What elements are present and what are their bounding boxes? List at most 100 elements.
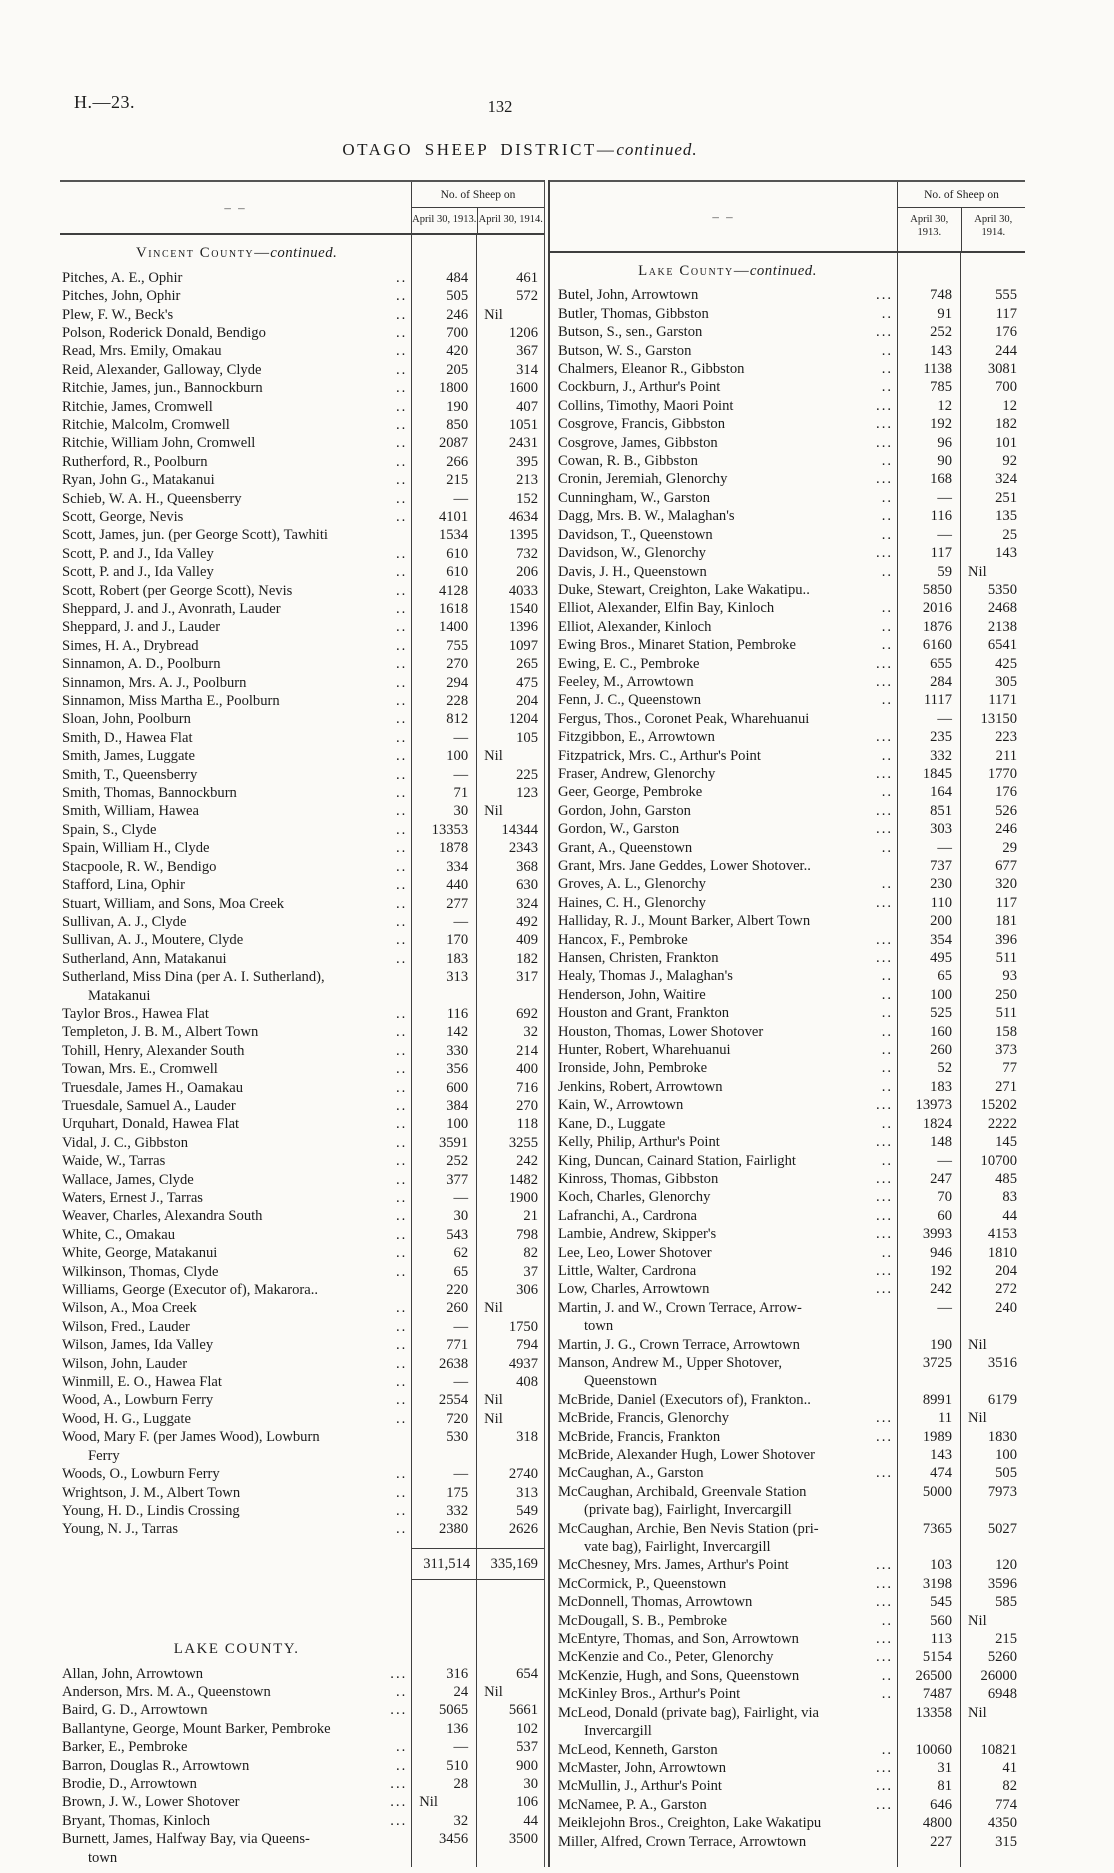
owner-name: Ewing, E. C., Pembroke xyxy=(558,655,700,672)
owner-name: Stafford, Lina, Ophir xyxy=(62,877,185,894)
value-1914: 3596 xyxy=(960,1574,1025,1594)
owner-name: Pitches, A. E., Ophir xyxy=(62,269,183,286)
dot-leader: .. xyxy=(395,1190,408,1206)
county-name: LAKE COUNTY. xyxy=(173,1641,300,1658)
dot-leader: .. xyxy=(395,1153,408,1170)
owner-name: Wrightson, J. M., Albert Town xyxy=(62,1484,241,1501)
owner-name: Gordon, W., Garston xyxy=(558,821,680,838)
value-1913: 354 xyxy=(897,930,960,950)
value-1914: 41 xyxy=(960,1758,1025,1778)
dot-leader: .. xyxy=(881,1060,893,1077)
owner-name-cell: McCormick, P., Queenstown... xyxy=(550,1575,897,1593)
dot-leader: .. xyxy=(395,1061,408,1078)
table-row: Allan, John, Arrowtown... 316 654 xyxy=(60,1664,544,1683)
table-row: Fitzgibbon, E., Arrowtown... 235 223 xyxy=(550,728,1025,747)
owner-name-cell: McEntyre, Thomas, and Son, Arrowtown... xyxy=(550,1630,897,1648)
owner-name-cell: McCaughan, Archie, Ben Nevis Station (pr… xyxy=(550,1520,897,1557)
value-1914: Nil xyxy=(960,1703,1025,1741)
table-row: Dagg, Mrs. B. W., Malaghan's.. 116 135 xyxy=(550,507,1025,526)
value-1914: 6541 xyxy=(960,636,1025,655)
dot-leader: .. xyxy=(395,361,408,378)
value-1913: 247 xyxy=(897,1169,960,1189)
dot-leader: .. xyxy=(395,1134,408,1151)
owner-name-cell: Sutherland, Ann, Matakanui.. xyxy=(60,950,411,968)
value-1913: 62 xyxy=(411,1244,476,1263)
owner-name: Cronin, Jeremiah, Glenorchy xyxy=(558,471,728,488)
dot-leader: .. xyxy=(395,1116,408,1133)
value-1913: 65 xyxy=(897,967,960,986)
value-1914: 4937 xyxy=(476,1354,544,1374)
owner-name-cell: McMaster, John, Arrowtown... xyxy=(550,1759,897,1777)
owner-name: Dagg, Mrs. B. W., Malaghan's xyxy=(558,508,735,525)
table-row: Miller, Alfred, Crown Terrace, Arrowtown… xyxy=(550,1832,1025,1851)
value-1914: 716 xyxy=(476,1078,544,1097)
owner-name-cell: Wilson, Fred., Lauder.. xyxy=(60,1318,411,1336)
value-1914: 135 xyxy=(960,507,1025,526)
owner-name: McCaughan, Archie, Ben Nevis Station (pr… xyxy=(558,1520,819,1556)
owner-name: Stuart, William, and Sons, Moa Creek xyxy=(62,895,285,912)
dot-leader: ... xyxy=(876,1262,893,1279)
county-heading-cell: Lake County—continued. xyxy=(550,253,897,286)
table-row: Wilson, A., Moa Creek.. 260 Nil xyxy=(60,1299,544,1318)
column-header-1913: April 30, 1913. xyxy=(412,214,477,225)
table-row: Sutherland, Miss Dina (per A. I. Sutherl… xyxy=(60,968,544,1005)
owner-name-cell: McDonnell, Thomas, Arrowtown... xyxy=(550,1593,897,1611)
value-1913 xyxy=(411,1600,476,1665)
owner-name: White, George, Matakanui xyxy=(62,1245,218,1262)
county-heading-row: Vincent County—continued. xyxy=(60,235,544,269)
value-1914: 2138 xyxy=(960,617,1025,637)
table-row: Polson, Roderick Donald, Bendigo.. 700 120… xyxy=(60,323,544,343)
dot-leader: .. xyxy=(395,435,408,452)
owner-name: Stacpoole, R. W., Bendigo xyxy=(62,858,217,875)
owner-name: McMullin, J., Arthur's Point xyxy=(558,1778,722,1795)
county-name: Lake County xyxy=(638,263,734,279)
value-1913: 228 xyxy=(411,692,476,711)
dot-leader: .. xyxy=(395,785,408,802)
value-1914: 44 xyxy=(476,1811,544,1831)
owner-name: Sutherland, Ann, Matakanui xyxy=(62,950,227,967)
value-1913: — xyxy=(897,525,960,545)
dot-leader: .. xyxy=(395,766,408,783)
dot-leader: ... xyxy=(876,416,893,433)
owner-name-cell: Sinnamon, A. D., Poolburn.. xyxy=(60,655,411,673)
dot-leader: .. xyxy=(395,343,408,360)
value-1913: 117 xyxy=(897,544,960,563)
dot-leader: .. xyxy=(395,490,408,507)
value-1913: 1989 xyxy=(897,1427,960,1446)
value-1914: 251 xyxy=(960,488,1025,508)
table-row: Wood, Mary F. (per James Wood), Lowburn … xyxy=(60,1428,544,1466)
value-1913: 420 xyxy=(411,342,476,361)
right-column-rows: Lake County—continued. Butel, John, Arrow… xyxy=(550,253,1025,1851)
owner-name-cell: Henderson, John, Waitire.. xyxy=(550,986,897,1004)
owner-name: Burnett, James, Halfway Bay, via Queens-… xyxy=(62,1831,310,1866)
table-row: Brodie, D., Arrowtown... 28 30 xyxy=(60,1774,544,1794)
value-1913: 1534 xyxy=(411,526,476,545)
value-1913: 183 xyxy=(411,949,476,969)
table-header-right: – – No. of Sheep on April 30, 1913. Apri… xyxy=(550,180,1025,253)
dot-leader: ... xyxy=(876,1778,893,1795)
value-1913: 103 xyxy=(897,1556,960,1575)
dot-leader: .. xyxy=(395,1005,408,1022)
owner-name: Scott, P. and J., Ida Valley xyxy=(62,564,214,581)
owner-name-cell: Brown, J. W., Lower Shotover... xyxy=(60,1793,411,1811)
value-1913: 4800 xyxy=(897,1814,960,1833)
table-row: Koch, Charles, Glenorchy... 70 83 xyxy=(550,1188,1025,1207)
table-row: Sinnamon, Mrs. A. J., Poolburn.. 294 475 xyxy=(60,673,544,693)
owner-name: Henderson, John, Waitire xyxy=(558,986,706,1003)
dot-leader: .. xyxy=(395,1300,408,1317)
owner-name: Sinnamon, Mrs. A. J., Poolburn xyxy=(62,674,247,691)
owner-name: Little, Walter, Cardrona xyxy=(558,1262,697,1279)
value-1913: — xyxy=(897,1151,960,1170)
owner-name: McChesney, Mrs. James, Arthur's Point xyxy=(558,1557,789,1574)
value-1913: 3198 xyxy=(897,1574,960,1594)
value-1914: 313 xyxy=(476,1483,544,1502)
value-1913: — xyxy=(411,1738,476,1757)
value-1914: 145 xyxy=(960,1133,1025,1152)
table-row: Gordon, W., Garston... 303 246 xyxy=(550,820,1025,839)
owner-name: Miller, Alfred, Crown Terrace, Arrowtown xyxy=(558,1833,807,1850)
value-1914: 117 xyxy=(960,893,1025,913)
owner-name-cell: Miller, Alfred, Crown Terrace, Arrowtown xyxy=(550,1833,897,1851)
owner-name-cell: Smith, William, Hawea.. xyxy=(60,802,411,820)
owner-name: McLeod, Donald (private bag), Fairlight,… xyxy=(558,1704,819,1740)
owner-name: Low, Charles, Arrowtown xyxy=(558,1281,710,1298)
